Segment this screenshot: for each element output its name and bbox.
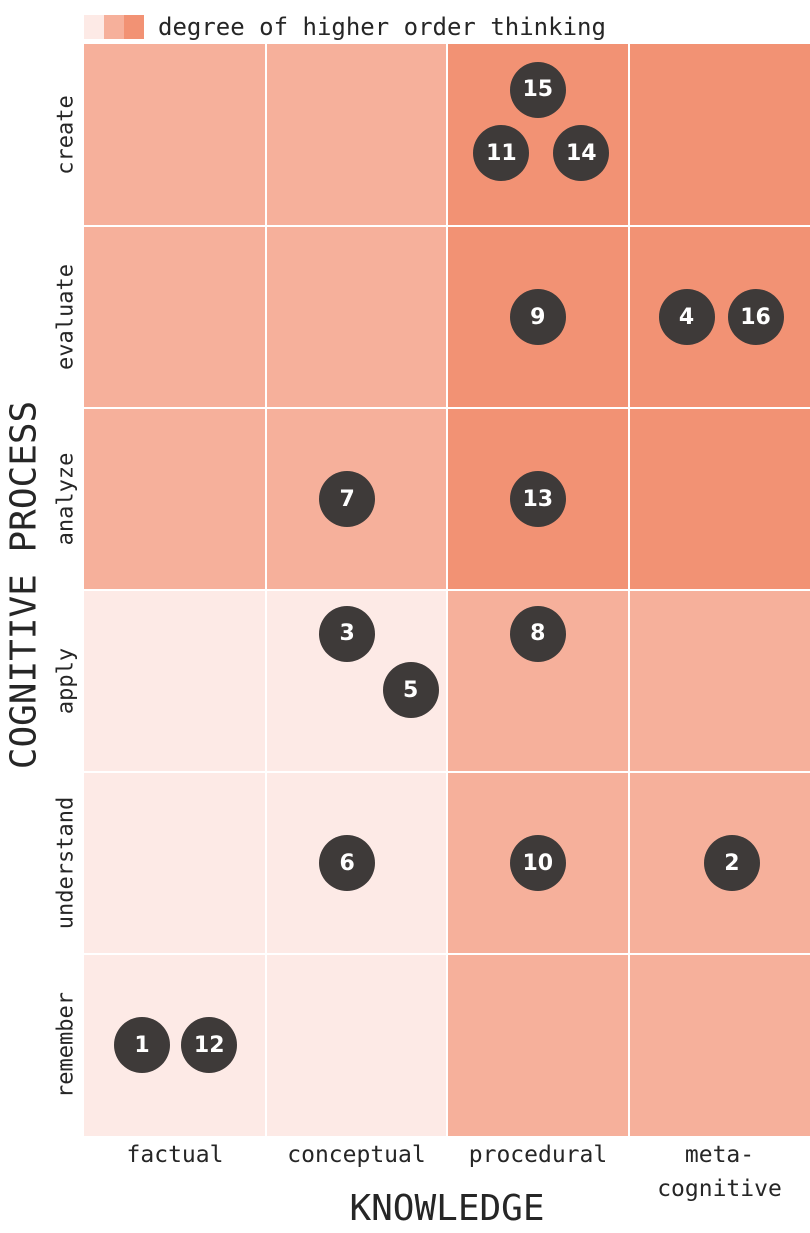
y-axis-title: COGNITIVE PROCESS: [3, 400, 45, 770]
heatmap-cell: [629, 591, 810, 771]
x-axis-title: KNOWLEDGE: [349, 1188, 545, 1229]
column-label: conceptual: [287, 1142, 426, 1168]
data-point: 15: [509, 61, 566, 118]
data-point: 9: [509, 289, 566, 345]
row-label: understand: [53, 796, 79, 930]
column-label: meta- cognitive: [657, 1142, 782, 1202]
data-point: 12: [181, 1017, 238, 1073]
heatmap-grid: 15 11 14 9 4 16 7 13 3 5 8 6 10 2 1 12: [84, 44, 810, 1136]
heatmap-cell: [84, 591, 265, 771]
heatmap-cell: [84, 227, 265, 407]
column-label: factual: [126, 1142, 224, 1168]
heatmap-cell: [448, 955, 628, 1136]
data-point: 3: [319, 605, 376, 662]
legend-label: degree of higher order thinking: [158, 13, 606, 41]
data-point: 16: [727, 289, 784, 345]
row-label: remember: [53, 992, 79, 1098]
legend-swatch-low: [84, 15, 104, 39]
heatmap-cell: [266, 227, 446, 407]
heatmap-cell: [266, 44, 446, 225]
row-label: apply: [53, 647, 79, 715]
legend-swatch-high: [124, 15, 144, 39]
legend-swatch-mid: [104, 15, 124, 39]
heatmap-cell: [629, 955, 810, 1136]
data-point: 2: [703, 835, 760, 891]
data-point: 4: [658, 289, 715, 345]
data-point: 13: [509, 471, 566, 527]
data-point: 1: [114, 1017, 171, 1073]
row-label: analyze: [53, 452, 79, 546]
row-label: evaluate: [53, 264, 79, 370]
heatmap-cell: [84, 773, 265, 953]
column-label: procedural: [468, 1142, 608, 1168]
data-point: 8: [509, 605, 566, 662]
heatmap-cell: [629, 44, 810, 225]
data-point: 5: [382, 662, 439, 719]
heatmap-cell: [84, 44, 265, 225]
heatmap-cell: [84, 409, 265, 589]
data-point: 6: [319, 835, 376, 891]
data-point: 10: [509, 835, 566, 891]
data-point: 7: [319, 471, 376, 527]
heatmap-cell: [84, 955, 265, 1136]
heatmap-cell: [629, 409, 810, 589]
data-point: 14: [553, 125, 610, 182]
heatmap-cell: [266, 955, 446, 1136]
legend: degree of higher order thinking: [84, 12, 606, 42]
row-label: create: [53, 95, 79, 175]
data-point: 11: [473, 125, 530, 182]
